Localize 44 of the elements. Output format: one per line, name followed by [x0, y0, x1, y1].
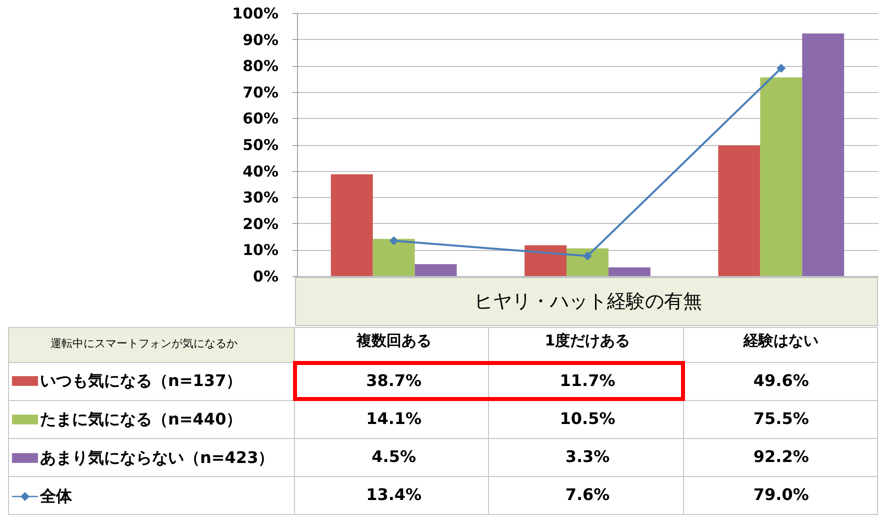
data-label: 14.1%	[366, 409, 422, 428]
y-tick-label: 60%	[242, 110, 278, 128]
bar	[524, 245, 567, 276]
legend-label: いつも気になる（n=137）	[40, 371, 242, 390]
legend-label: 全体	[39, 486, 73, 506]
y-tick-label: 30%	[242, 188, 278, 207]
y-tick-label: 10%	[242, 241, 278, 260]
bar	[372, 238, 415, 276]
data-label: 75.5%	[753, 409, 809, 428]
x-tick-label: 1度だけある	[544, 332, 630, 350]
bar	[330, 174, 373, 276]
data-label: 79.0%	[753, 485, 809, 504]
bar	[414, 264, 457, 276]
data-label: 10.5%	[560, 409, 616, 428]
y-tick-label: 50%	[242, 136, 278, 154]
data-label: 11.7%	[560, 371, 616, 390]
y-tick-label: 80%	[242, 57, 278, 76]
data-label: 92.2%	[753, 447, 809, 466]
x-axis-title: ヒヤリ・ハット経験の有無	[474, 290, 702, 312]
x-tick-label: 複数回ある	[355, 332, 432, 350]
y-tick-label: 0%	[253, 268, 278, 286]
x-tick-label: 経験はない	[742, 332, 819, 350]
data-label: 4.5%	[372, 447, 416, 466]
data-label: 49.6%	[753, 371, 809, 390]
bar	[802, 34, 844, 276]
data-label: 7.6%	[565, 485, 610, 504]
y-tick-label: 20%	[242, 214, 278, 233]
point	[776, 64, 786, 73]
y-tick-label: 90%	[242, 30, 278, 49]
point	[583, 252, 592, 260]
data-label: 38.7%	[366, 371, 422, 390]
legend-title: 運転中にスマートフォンが気になるか	[50, 337, 238, 350]
y-tick-label: 70%	[242, 83, 278, 102]
data-label: 3.3%	[565, 447, 610, 466]
bar	[718, 146, 760, 276]
point	[389, 236, 398, 246]
y-tick-label: 100%	[232, 4, 278, 22]
legend-label: あまり気にならない（n=423）	[40, 448, 274, 467]
data-label: 13.4%	[366, 485, 422, 504]
y-tick-label: 40%	[242, 162, 278, 180]
bar	[760, 77, 802, 276]
bar	[566, 248, 608, 276]
legend-label: たまに気になる（n=440）	[40, 410, 242, 428]
bar	[608, 267, 650, 276]
